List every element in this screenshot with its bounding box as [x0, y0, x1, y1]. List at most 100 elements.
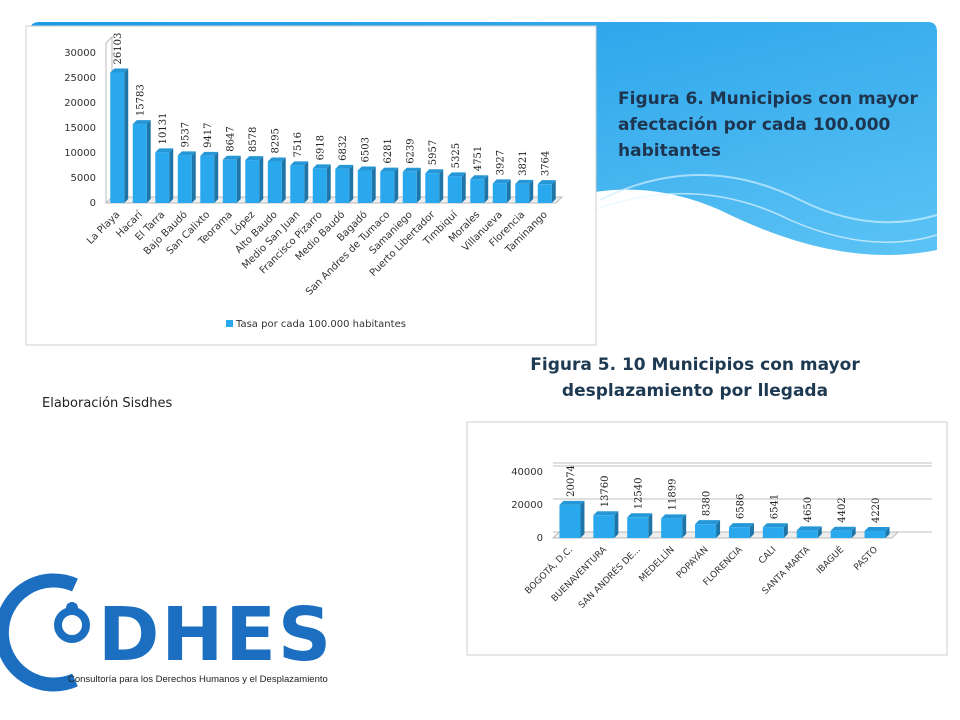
value-label: 10131: [158, 113, 169, 145]
bar: [796, 530, 818, 538]
value-label: 15783: [136, 84, 147, 116]
y-tick-label: 0: [90, 198, 96, 209]
bar-top: [380, 167, 399, 172]
logo-c: [0, 573, 78, 692]
value-label: 7516: [293, 132, 304, 157]
bar: [380, 171, 395, 203]
bar-side: [461, 172, 466, 203]
bar-top: [537, 180, 556, 185]
value-label: 6281: [383, 138, 394, 163]
bar-side: [281, 157, 286, 203]
value-label: 6586: [735, 494, 746, 519]
bar: [155, 152, 170, 203]
bar: [110, 72, 125, 203]
bar: [245, 160, 260, 203]
bar-top: [447, 172, 466, 177]
bar-side: [214, 151, 219, 203]
bar: [492, 183, 507, 203]
bar-side: [124, 68, 129, 203]
y-tick-label: 40000: [511, 467, 543, 478]
figure-title: Figura 5. 10 Municipios con mayor despla…: [530, 355, 860, 401]
bar-top: [312, 164, 331, 169]
bar-top: [695, 520, 721, 525]
value-label: 8295: [271, 128, 282, 153]
y-tick-label: 5000: [71, 173, 96, 184]
bar: [515, 183, 530, 203]
value-label: 5325: [451, 143, 462, 168]
bar-side: [326, 164, 331, 203]
bar-top: [593, 511, 619, 516]
bar: [177, 155, 192, 203]
bar-top: [762, 523, 788, 528]
bar: [312, 168, 327, 203]
bar-side: [416, 167, 421, 203]
bar-side: [259, 156, 264, 203]
value-label: 4751: [473, 146, 484, 171]
bar-side: [682, 514, 687, 538]
bar-side: [439, 169, 444, 203]
bar: [425, 173, 440, 203]
value-label: 26103: [113, 33, 124, 65]
bar-top: [559, 500, 585, 505]
value-label: 6832: [338, 135, 349, 160]
value-label: 9537: [181, 122, 192, 147]
value-label: 4402: [837, 497, 848, 522]
bar: [830, 530, 852, 538]
value-label: 13760: [600, 475, 611, 507]
bar: [695, 524, 717, 538]
bar-top: [796, 526, 822, 531]
bar-top: [515, 179, 534, 184]
y-tick-label: 0: [537, 533, 543, 544]
bar-top: [177, 151, 196, 156]
value-label: 12540: [634, 477, 645, 509]
bar-top: [155, 148, 174, 153]
logo-figure: [54, 607, 90, 643]
value-label: 3821: [518, 150, 529, 175]
bar-top: [425, 169, 444, 174]
value-label: 8647: [226, 126, 237, 151]
logo-tagline: Consultoría para los Derechos Humanos y …: [68, 674, 328, 685]
value-label: 6239: [406, 138, 417, 163]
bar: [290, 165, 305, 203]
bar-top: [132, 120, 151, 125]
bar-top: [830, 526, 856, 531]
logo-head: [66, 602, 78, 614]
bar: [470, 179, 485, 203]
value-label: 3927: [496, 150, 507, 175]
value-label: 9417: [203, 122, 214, 147]
value-label: 8578: [248, 127, 259, 152]
bar-side: [146, 120, 151, 203]
bar-side: [580, 500, 585, 538]
bar-side: [506, 179, 511, 203]
logo: DHES Consultoría para los Derechos Human…: [0, 573, 331, 692]
bar: [222, 159, 237, 203]
value-label: 4650: [803, 497, 814, 522]
source-note: Elaboración Sisdhes: [42, 396, 173, 411]
bar-top: [222, 155, 241, 160]
bar-top: [200, 151, 219, 156]
bar-top: [864, 527, 890, 532]
bar-top: [290, 161, 309, 166]
bar: [728, 527, 750, 538]
bar-top: [267, 157, 286, 162]
banner-wave: [599, 174, 938, 224]
bar: [402, 171, 417, 203]
bar: [267, 161, 282, 203]
legend-label: Tasa por cada 100.000 habitantes: [235, 319, 406, 330]
bar: [762, 527, 784, 538]
bar: [627, 517, 649, 538]
bar-side: [885, 527, 890, 538]
bar-side: [749, 523, 754, 538]
value-label: 4220: [871, 498, 882, 523]
value-label: 8380: [702, 491, 713, 516]
bar: [357, 170, 372, 203]
bar-side: [169, 148, 174, 203]
bar-top: [627, 513, 653, 518]
bar-side: [191, 151, 196, 203]
y-tick-label: 10000: [64, 148, 96, 159]
value-label: 20074: [566, 465, 577, 497]
bar-top: [110, 68, 129, 73]
bar-top: [470, 175, 489, 180]
value-label: 11899: [668, 479, 679, 511]
